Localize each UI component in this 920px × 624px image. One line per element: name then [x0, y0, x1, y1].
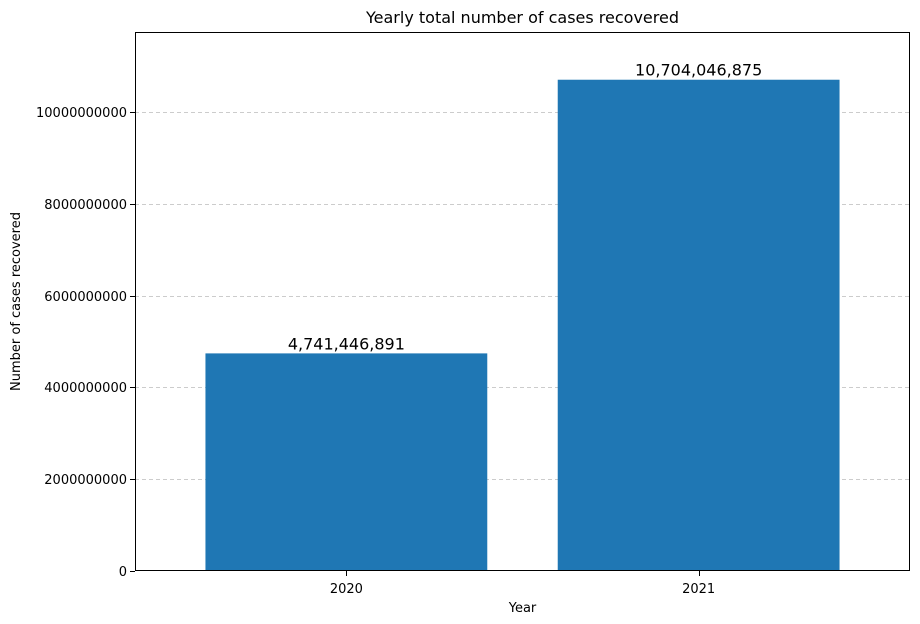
y-tick-label: 0 [119, 565, 127, 580]
bars [205, 79, 840, 572]
y-tick-label: 8000000000 [44, 198, 127, 213]
x-axis-label: Year [508, 601, 537, 616]
y-tick-label: 4000000000 [44, 381, 127, 396]
data-label-2020: 4,741,446,891 [288, 334, 405, 353]
x-tick-label: 2021 [682, 582, 715, 597]
y-axis-label: Number of cases recovered [9, 212, 24, 391]
y-tick-label: 10000000000 [36, 106, 127, 121]
chart-title: Yearly total number of cases recovered [365, 8, 679, 27]
bar-2020 [205, 353, 488, 571]
y-tick-label: 6000000000 [44, 290, 127, 305]
data-labels: 4,741,446,891 10,704,046,875 [288, 61, 762, 354]
y-tick-label: 2000000000 [44, 473, 127, 488]
x-tick-label: 2020 [330, 582, 363, 597]
plot-frame [135, 32, 910, 571]
bar-2021 [557, 79, 840, 572]
axis-ticks: 0 2000000000 4000000000 6000000000 800000000… [36, 106, 715, 597]
data-label-2021: 10,704,046,875 [635, 61, 762, 80]
